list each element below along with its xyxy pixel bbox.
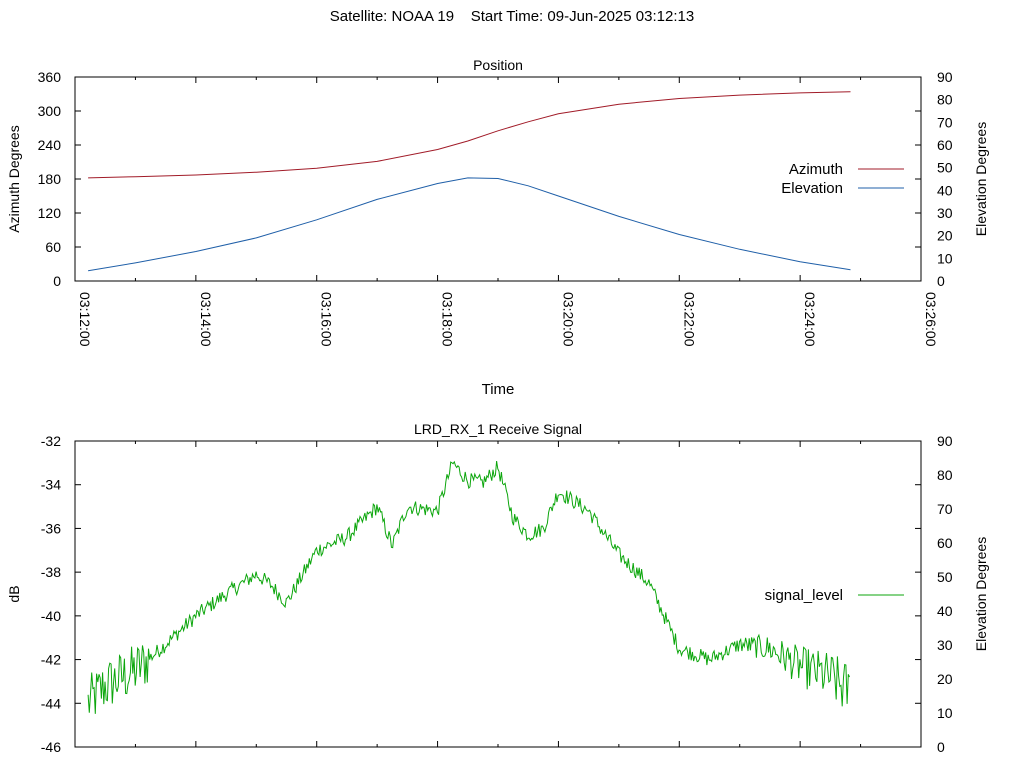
- y-tick-label: 360: [38, 69, 62, 85]
- chart-panel-1: Position 0 60 120 180 240 300 360 0 10 20 30 40 50 60 7…: [6, 57, 989, 398]
- y2-tick-label: 40: [937, 182, 953, 198]
- legend-label: Azimuth: [789, 161, 843, 178]
- y2-tick-label: 0: [937, 739, 945, 755]
- y2-tick-label: 60: [937, 137, 953, 153]
- y-tick-label: -32: [41, 433, 61, 449]
- x-axis-label: Time: [482, 381, 515, 398]
- y-tick-label: 300: [38, 103, 62, 119]
- y-tick-label: 60: [45, 239, 61, 255]
- y2-tick-label: 10: [937, 250, 953, 266]
- y-tick-label: 180: [38, 171, 62, 187]
- y-tick-label: 0: [53, 273, 61, 289]
- y2-tick-label: 80: [937, 92, 953, 108]
- y-axis-label: Azimuth Degrees: [6, 125, 22, 232]
- y2-tick-label: 20: [937, 228, 953, 244]
- x-tick-label: 03:12:00: [77, 292, 93, 347]
- start-time-label: Start Time: 09-Jun-2025 03:12:13: [470, 8, 695, 25]
- x-tick-label: 03:26:00: [923, 292, 939, 347]
- y-tick-label: 120: [38, 205, 62, 221]
- y-tick-label: -36: [41, 520, 61, 536]
- y2-tick-label: 70: [937, 114, 953, 130]
- y2-tick-label: 10: [937, 705, 953, 721]
- chart-panel-2: LRD_RX_1 Receive Signal -46 -44 -42 -40 -38 -3…: [6, 421, 989, 755]
- y2-tick-label: 50: [937, 160, 953, 176]
- x-tick-label: 03:22:00: [681, 292, 697, 347]
- y-tick-label: 240: [38, 137, 62, 153]
- y-axis-label: dB: [6, 585, 22, 602]
- y2-tick-label: 70: [937, 501, 953, 517]
- y2-axis-label: Elevation Degrees: [973, 122, 989, 236]
- legend-label: signal_level: [765, 587, 843, 604]
- y-tick-label: -38: [41, 564, 61, 580]
- chart-title: Position: [473, 57, 523, 73]
- x-tick-label: 03:14:00: [198, 292, 214, 347]
- series-line-elevation: [88, 177, 851, 272]
- y2-tick-label: 80: [937, 467, 953, 483]
- legend-label: Elevation: [781, 180, 843, 197]
- series-line-signal-level: [87, 460, 850, 714]
- satellite-label: Satellite: NOAA 19: [329, 8, 455, 25]
- y2-axis-label: Elevation Degrees: [973, 537, 989, 651]
- x-tick-label: 03:20:00: [560, 292, 576, 347]
- y-tick-label: -46: [41, 739, 61, 755]
- y-tick-label: -44: [41, 695, 61, 711]
- y-tick-label: -42: [41, 652, 61, 668]
- y2-tick-label: 50: [937, 569, 953, 585]
- x-tick-label: 03:16:00: [319, 292, 335, 347]
- y2-tick-label: 40: [937, 603, 953, 619]
- y-tick-label: -40: [41, 608, 61, 624]
- y2-tick-label: 90: [937, 69, 953, 85]
- series-line-azimuth: [88, 91, 851, 179]
- x-tick-label: 03:18:00: [440, 292, 456, 347]
- figure-title: Satellite: NOAA 19 Start Time: 09-Jun-20…: [0, 8, 1024, 25]
- chart-title: LRD_RX_1 Receive Signal: [414, 421, 582, 437]
- y2-tick-label: 20: [937, 671, 953, 687]
- y-tick-label: -34: [41, 477, 61, 493]
- y2-tick-label: 30: [937, 637, 953, 653]
- y2-tick-label: 90: [937, 433, 953, 449]
- y2-tick-label: 0: [937, 273, 945, 289]
- y2-tick-label: 30: [937, 205, 953, 221]
- x-tick-label: 03:24:00: [802, 292, 818, 347]
- y2-tick-label: 60: [937, 535, 953, 551]
